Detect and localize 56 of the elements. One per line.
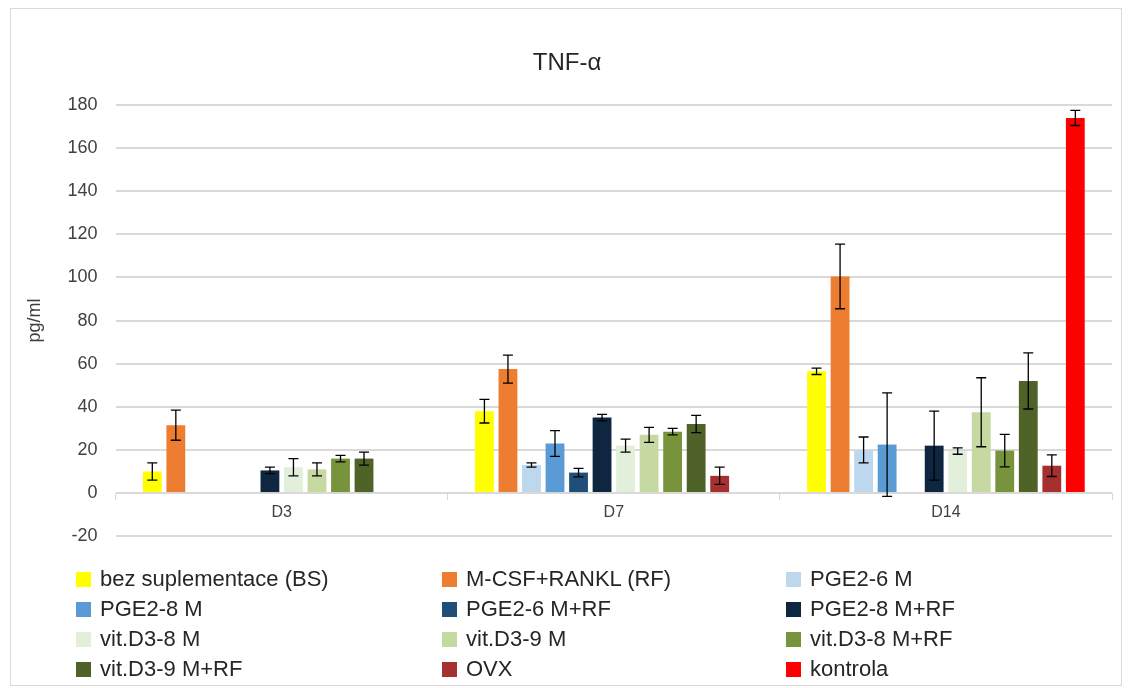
bar [1065,117,1085,493]
bar [166,425,186,493]
y-tick-label: 0 [87,482,98,503]
bar [498,369,518,493]
bar [592,417,612,493]
bar [924,445,944,493]
y-tick-label: 140 [67,180,98,201]
bar [475,411,494,493]
x-tick-label: D14 [931,503,961,521]
bar [142,471,162,493]
bar [545,443,565,493]
y-tick-label: -20 [71,525,98,546]
x-tick-label: D3 [271,503,293,521]
bar [307,469,327,493]
legend-label: M-CSF+RANKL (RF) [466,566,672,592]
y-tick-label: 160 [67,137,98,158]
legend-label: OVX [466,656,513,682]
bar [354,458,374,493]
legend-label: bez suplementace (BS) [100,566,329,592]
y-axis-title: pg/ml [23,298,44,343]
y-tick-label: 60 [77,352,98,373]
legend-label: PGE2-8 M+RF [810,596,955,622]
bar [569,472,588,493]
bar [639,434,659,493]
legend-label: vit.D3-9 M+RF [100,656,243,682]
legend-label: vit.D3-8 M+RF [810,626,953,652]
bar [995,450,1015,493]
legend-label: PGE2-6 M+RF [466,596,611,622]
bar [260,470,280,493]
legend-label: PGE2-8 M [100,596,203,622]
y-tick-label: 80 [77,309,98,330]
legend-label: vit.D3-8 M [100,626,201,652]
y-tick-label: 40 [77,395,98,416]
bar [854,449,874,493]
chart-title: TNF-α [531,48,603,76]
bar [1018,380,1038,493]
bar [830,276,850,493]
y-tick-label: 20 [77,438,98,459]
bar [710,475,730,493]
bar [1042,465,1062,493]
legend-label: PGE2-6 M [810,566,913,592]
y-tick-label: 180 [67,93,98,114]
bar [616,445,635,493]
y-tick-label: 100 [67,266,98,287]
bar [331,458,350,493]
x-tick-label: D7 [603,503,625,521]
bar [686,424,706,493]
legend-label: kontrola [810,656,889,682]
bar [284,467,303,493]
bar [663,431,683,493]
bar [522,465,541,493]
legend-label: vit.D3-9 M [466,626,567,652]
bar [971,412,991,493]
y-tick-label: 120 [67,223,98,244]
bar [807,371,826,493]
bar [948,451,968,493]
